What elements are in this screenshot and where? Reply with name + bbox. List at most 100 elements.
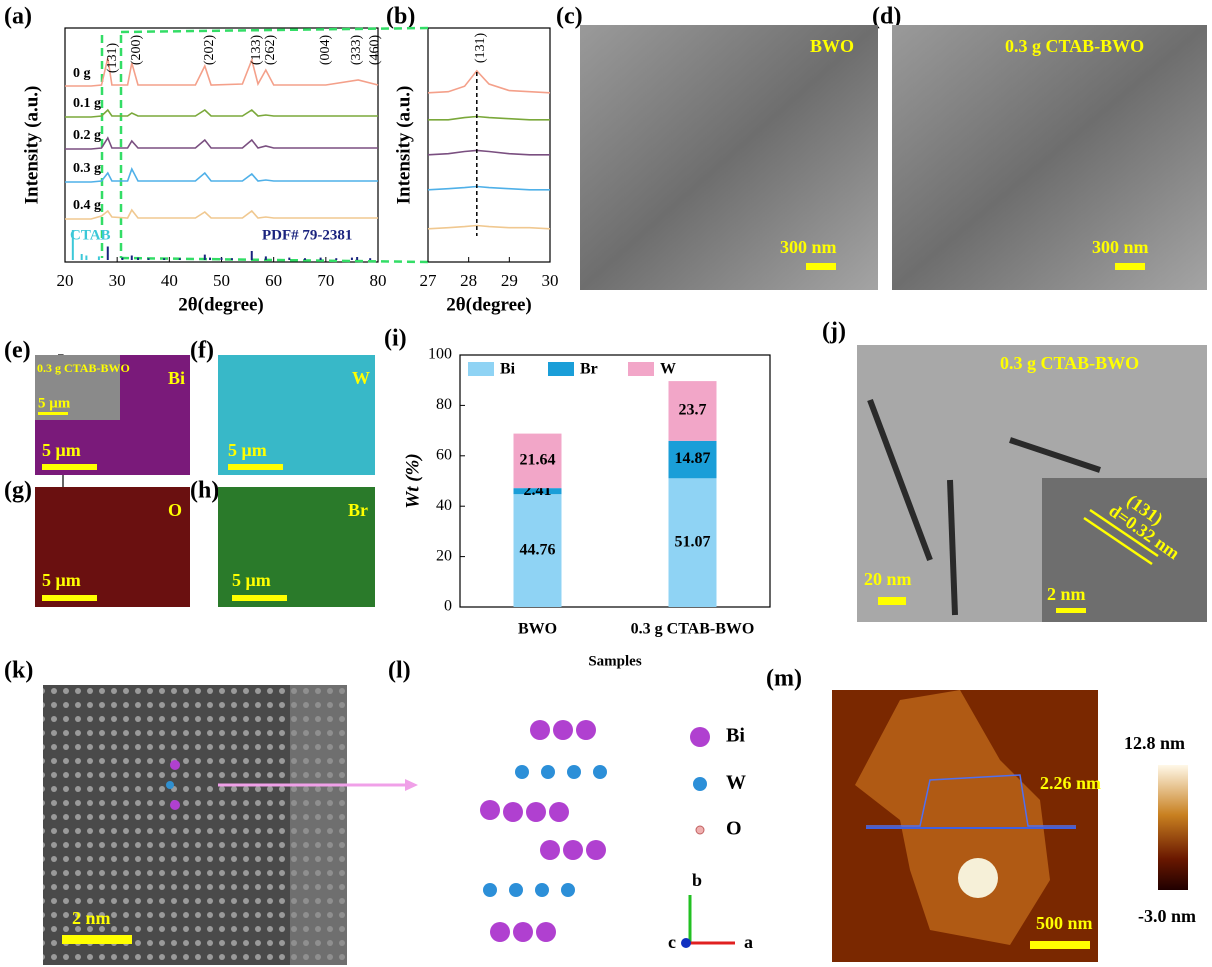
y-axis-label: Intensity (a.u.)	[21, 86, 42, 205]
series-line	[65, 166, 378, 183]
x-tick-label: 29	[501, 271, 518, 290]
scale-bar	[1056, 608, 1086, 613]
x-tick-label: 0.3 g CTAB-BWO	[631, 621, 755, 638]
nanorods	[867, 398, 1101, 616]
panel-label: (c)	[556, 4, 583, 30]
image-label: BWO	[810, 36, 854, 56]
color-bar	[1158, 765, 1188, 890]
plot-frame	[459, 354, 771, 608]
panel-label: (l)	[388, 658, 411, 684]
panel-label: (i)	[384, 326, 407, 352]
scale-bar-label: 5 μm	[232, 570, 271, 590]
element-label: Bi	[168, 368, 185, 388]
height-label: 2.26 nm	[1040, 773, 1101, 793]
series-label: 0 g	[73, 66, 91, 81]
panel-label: (a)	[4, 4, 32, 30]
peak-label: (200)	[129, 35, 144, 66]
legend-label: W	[660, 361, 676, 378]
axis-label: c	[668, 932, 676, 952]
panel-label: (m)	[766, 666, 802, 692]
x-tick-label: BWO	[518, 621, 557, 638]
arrow-head	[405, 779, 418, 791]
sem-image	[580, 25, 878, 290]
legend-label: Br	[580, 361, 598, 378]
scale-bar-label: 5 μm	[42, 570, 81, 590]
axis-arrow	[681, 938, 691, 948]
value-label: 51.07	[675, 533, 711, 550]
panel-label: (h)	[190, 478, 219, 504]
series-line	[427, 149, 550, 156]
series-line	[427, 69, 551, 94]
value-label: 44.76	[520, 541, 556, 558]
lattice-lines	[1083, 508, 1159, 566]
peak-label: (333)	[349, 35, 364, 66]
scale-bar	[62, 935, 132, 944]
scale-bar-label: 300 nm	[780, 237, 837, 257]
peak-label: (460)	[367, 35, 382, 66]
element-label: W	[352, 368, 370, 388]
series-label: 0.4 g	[73, 198, 101, 213]
peak-label: (202)	[202, 35, 217, 66]
legend-swatch	[693, 777, 707, 791]
scale-bar-label: 2 nm	[72, 908, 111, 928]
color-bar-max: 12.8 nm	[1124, 733, 1185, 753]
legend-label: Bi	[726, 725, 745, 747]
value-label: 23.7	[679, 402, 707, 419]
peak-label: (131)	[105, 43, 120, 74]
series-line	[428, 115, 550, 121]
inset-image	[35, 355, 120, 420]
sem-image	[892, 25, 1207, 290]
series-line	[65, 57, 379, 87]
scale-bar-label: 5 μm	[38, 395, 71, 411]
legend-label: W	[726, 772, 746, 794]
inset-image	[1042, 478, 1207, 622]
x-tick-label: 80	[370, 271, 387, 290]
legend-swatch	[695, 825, 705, 835]
bar-segment	[668, 381, 717, 441]
legend-label: O	[726, 818, 742, 840]
x-tick-label: 28	[460, 271, 477, 290]
crystal-structure	[480, 720, 607, 942]
scale-bar	[232, 595, 287, 601]
legend-swatch	[468, 362, 494, 376]
scale-bar	[42, 464, 97, 470]
series-line	[427, 185, 550, 191]
series-label: 0.2 g	[73, 128, 101, 143]
series-label: 0.3 g	[73, 161, 101, 176]
x-tick-label: 30	[109, 271, 126, 290]
nanosheet	[855, 690, 1050, 945]
scale-bar-label: 20 nm	[864, 569, 912, 589]
bar-segment	[513, 488, 562, 495]
bar-segment	[668, 440, 717, 479]
x-axis-label: 2θ(degree)	[178, 294, 264, 315]
peak-label: (004)	[318, 35, 333, 66]
scale-bar	[878, 597, 906, 605]
x-tick-label: 60	[265, 271, 282, 290]
scale-bar	[1115, 263, 1145, 270]
panel-label: (b)	[386, 4, 415, 30]
particle	[958, 858, 998, 898]
panel-label: (j)	[822, 319, 846, 345]
series-line	[65, 108, 378, 118]
x-tick-label: 50	[213, 271, 230, 290]
bar-segment	[513, 494, 562, 607]
eds-map	[35, 487, 190, 607]
height-profile	[866, 774, 1076, 827]
y-tick-label: 80	[436, 396, 452, 413]
series-line	[65, 208, 378, 220]
plot-frame	[427, 27, 551, 263]
y-tick-label: 0	[444, 598, 452, 615]
x-tick-label: 20	[57, 271, 74, 290]
scale-bar	[806, 263, 836, 270]
color-bar-min: -3.0 nm	[1138, 906, 1196, 926]
series-line	[65, 136, 378, 150]
x-tick-label: 30	[542, 271, 559, 290]
legend-swatch	[628, 362, 654, 376]
scale-bar	[228, 464, 283, 470]
scale-bar-label: 500 nm	[1036, 913, 1093, 933]
scale-bar-label: 300 nm	[1092, 237, 1149, 257]
x-tick-label: 40	[161, 271, 178, 290]
scale-bar-label: 2 nm	[1047, 584, 1086, 604]
scale-bar	[1030, 941, 1090, 949]
